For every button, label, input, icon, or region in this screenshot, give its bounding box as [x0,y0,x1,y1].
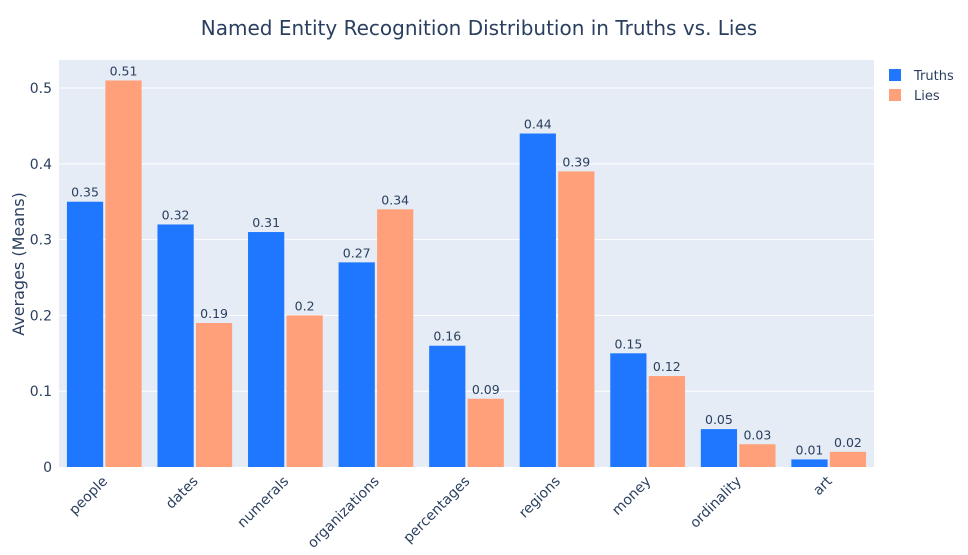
plot-area [59,60,874,467]
data-label: 0.09 [472,382,500,397]
bar-truths-organizations[interactable] [338,262,375,467]
bar-lies-organizations[interactable] [377,209,414,467]
bar-lies-numerals[interactable] [286,315,323,467]
data-label: 0.31 [252,215,280,230]
data-label: 0.01 [796,442,824,457]
data-label: 0.32 [162,207,190,222]
bar-lies-ordinality[interactable] [739,444,776,467]
bar-truths-dates[interactable] [157,224,194,467]
data-label: 0.15 [614,336,642,351]
bar-truths-percentages[interactable] [429,345,466,467]
bar-truths-ordinality[interactable] [700,429,738,467]
bar-lies-art[interactable] [829,451,867,467]
data-label: 0.34 [381,192,409,207]
y-axis-label: Averages (Means) [9,192,28,336]
data-label: 0.12 [653,359,681,374]
legend-swatch-lies[interactable] [889,89,901,101]
chart-title: Named Entity Recognition Distribution in… [201,16,757,40]
legend-label-truths[interactable]: Truths [913,69,954,84]
data-label: 0.27 [343,245,371,260]
bar-truths-numerals[interactable] [248,232,285,467]
data-label: 0.03 [743,427,771,442]
y-tick-label: 0.2 [30,308,52,324]
y-tick-label: 0.1 [30,384,52,400]
data-label: 0.2 [295,298,315,313]
bar-truths-art[interactable] [791,459,828,467]
data-label: 0.35 [71,185,99,200]
data-label: 0.05 [705,412,733,427]
y-tick-label: 0 [43,460,52,476]
data-label: 0.39 [562,154,590,169]
y-axis-ticks: 0 0.1 0.2 0.3 0.4 0.5 [30,81,52,476]
data-label: 0.51 [110,63,138,78]
data-label: 0.19 [200,306,228,321]
data-label: 0.02 [834,435,862,450]
legend-label-lies[interactable]: Lies [914,89,940,104]
bars: 0.35 0.51 0.32 0.19 0.31 0.2 0.27 0.34 0.16 0.09 0… [66,63,867,468]
legend-swatch-truths[interactable] [889,69,901,81]
legend[interactable]: Truths Lies [889,69,954,104]
bar-lies-people[interactable] [105,80,142,467]
data-label: 0.44 [524,117,552,132]
y-tick-label: 0.5 [30,81,52,97]
bar-lies-regions[interactable] [558,171,595,468]
gridlines [59,87,874,392]
bar-lies-percentages[interactable] [467,398,504,467]
data-label: 0.16 [433,329,461,344]
bar-lies-money[interactable] [648,376,685,467]
bar-truths-money[interactable] [610,353,647,467]
bar-truths-regions[interactable] [519,133,556,467]
y-tick-label: 0.4 [30,157,52,173]
bar-truths-people[interactable] [66,201,104,467]
y-tick-label: 0.3 [30,233,52,249]
bar-lies-dates[interactable] [195,322,233,467]
